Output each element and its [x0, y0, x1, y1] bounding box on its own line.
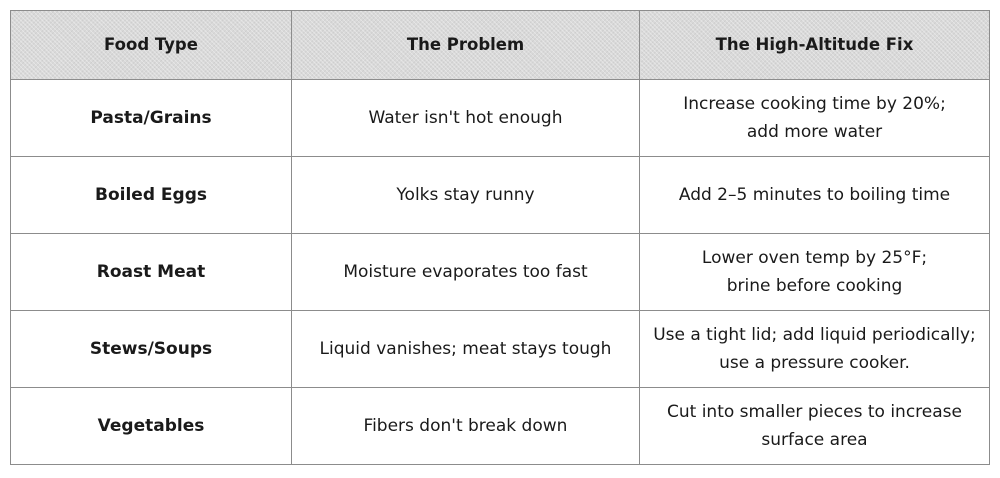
- high-altitude-cooking-table: Food Type The Problem The High-Altitude …: [10, 10, 990, 465]
- fix-line: Lower oven temp by 25°F;: [701, 248, 928, 268]
- food-type-cell: Vegetables: [10, 387, 292, 465]
- fix-cell: Cut into smaller pieces to increase surf…: [639, 387, 990, 465]
- problem-cell: Fibers don't break down: [291, 387, 640, 465]
- table-row: Vegetables Fibers don't break down Cut i…: [10, 387, 990, 465]
- fix-line: surface area: [761, 430, 868, 450]
- fix-cell: Lower oven temp by 25°F; brine before co…: [639, 233, 990, 311]
- fix-line: Cut into smaller pieces to increase: [667, 402, 962, 422]
- food-type-cell: Stews/Soups: [10, 310, 292, 388]
- food-type-cell: Boiled Eggs: [10, 156, 292, 234]
- fix-cell: Use a tight lid; add liquid periodically…: [639, 310, 990, 388]
- fix-line: Use a tight lid; add liquid periodically…: [653, 325, 976, 345]
- food-type-cell: Roast Meat: [10, 233, 292, 311]
- table-row: Stews/Soups Liquid vanishes; meat stays …: [10, 310, 990, 388]
- header-problem: The Problem: [291, 10, 640, 80]
- fix-line: brine before cooking: [726, 276, 903, 296]
- table-row: Boiled Eggs Yolks stay runny Add 2–5 min…: [10, 156, 990, 234]
- header-food-type: Food Type: [10, 10, 292, 80]
- food-type-cell: Pasta/Grains: [10, 79, 292, 157]
- problem-cell: Yolks stay runny: [291, 156, 640, 234]
- table-header-row: Food Type The Problem The High-Altitude …: [10, 10, 990, 80]
- header-fix: The High-Altitude Fix: [639, 10, 990, 80]
- fix-line: Increase cooking time by 20%;: [683, 94, 946, 114]
- problem-cell: Liquid vanishes; meat stays tough: [291, 310, 640, 388]
- problem-cell: Moisture evaporates too fast: [291, 233, 640, 311]
- fix-line: Add 2–5 minutes to boiling time: [678, 185, 951, 205]
- fix-cell: Add 2–5 minutes to boiling time: [639, 156, 990, 234]
- problem-cell: Water isn't hot enough: [291, 79, 640, 157]
- table-row: Roast Meat Moisture evaporates too fast …: [10, 233, 990, 311]
- fix-line: use a pressure cooker.: [719, 353, 910, 373]
- fix-cell: Increase cooking time by 20%; add more w…: [639, 79, 990, 157]
- table-row: Pasta/Grains Water isn't hot enough Incr…: [10, 79, 990, 157]
- fix-line: add more water: [746, 122, 883, 142]
